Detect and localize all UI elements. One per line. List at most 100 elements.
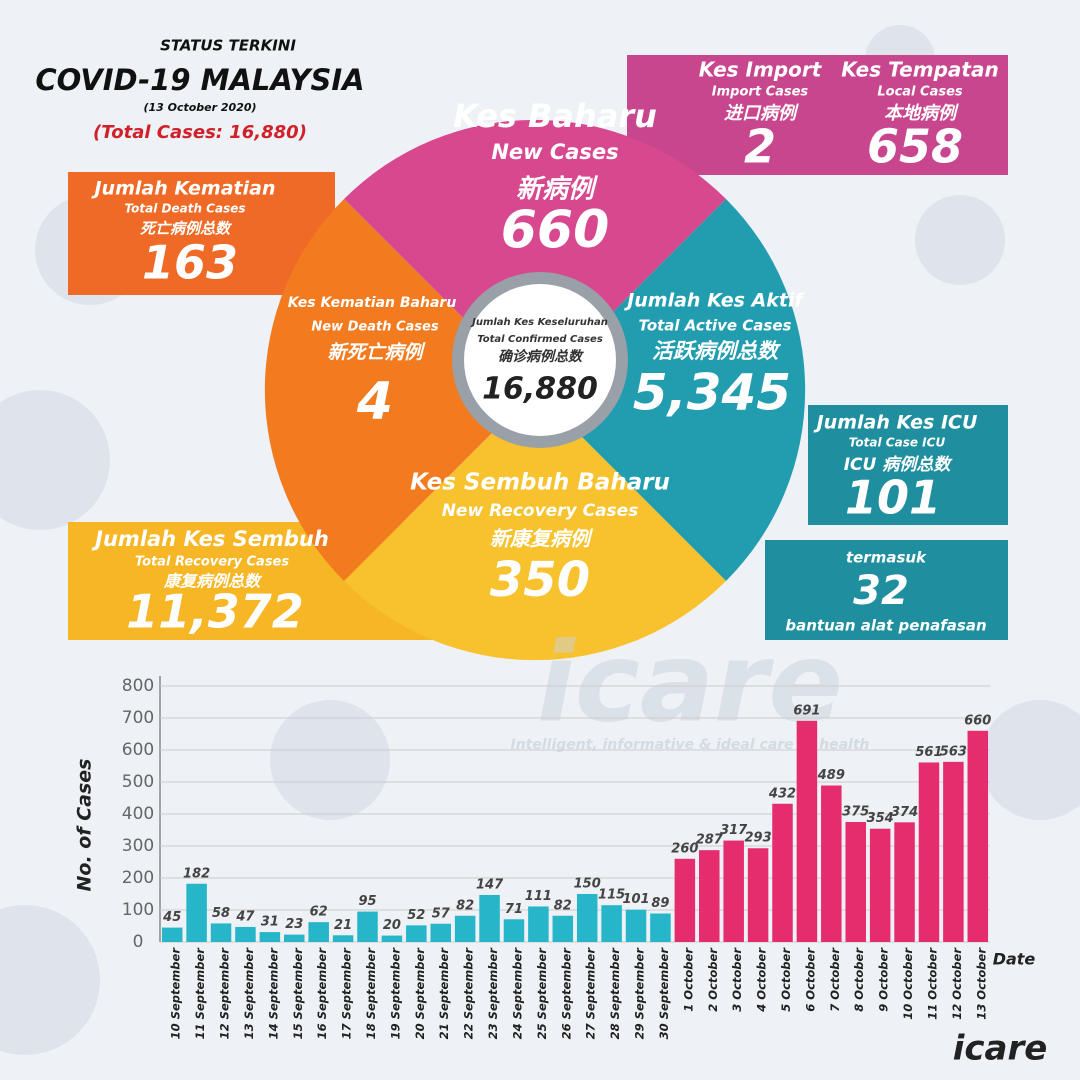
label: Total Confirmed Cases [477,334,603,345]
bar [967,730,989,942]
y-tick-label: 400 [122,804,154,824]
value-label: 82 [554,898,572,913]
x-tick-label: 8 October [852,947,866,1012]
label: 新康复病例 [490,527,594,551]
bar [308,922,329,942]
x-tick-label: 16 September [315,947,329,1040]
x-tick-label: 10 October [901,947,915,1020]
label: New Recovery Cases [442,501,639,521]
value-label: 182 [183,866,210,881]
value: 658 [867,120,963,174]
label: Kes Kematian Baharu [288,295,457,311]
bar [601,905,622,942]
bar [821,785,842,942]
label: 进口病例 [724,103,799,124]
label: bantuan alat penafasan [785,617,986,635]
bar [259,932,281,942]
x-tick-label: 4 October [755,947,769,1013]
label: 活跃病例总数 [652,339,781,363]
pie-new [344,119,726,390]
value-label: 111 [525,889,552,904]
bar [552,915,574,942]
title: COVID-19 MALAYSIA [35,63,364,97]
footer-logo: icare [953,1029,1048,1069]
value-label: 489 [817,768,845,783]
x-tick-label: 11 September [193,947,207,1040]
value-label: 260 [671,841,698,856]
y-tick-label: 700 [122,708,154,728]
bar [430,923,451,942]
y-tick-label: 300 [122,836,154,856]
x-tick-label: 24 September [510,947,524,1040]
status: STATUS TERKINI [160,37,296,55]
value-label: 95 [358,894,376,909]
label: 新病例 [516,175,599,205]
x-tick-label: 14 September [266,947,280,1040]
bar [625,909,647,942]
value-label: 432 [768,786,796,801]
y-tick-label: 100 [122,900,154,920]
y-tick-label: 200 [122,868,154,888]
pie-active [535,199,806,581]
label: Kes Import [699,58,823,82]
bar [332,935,354,942]
label: Jumlah Kematian [90,178,275,200]
x-tick-label: 11 October [925,947,939,1020]
watermark-tagline: Intelligent, informative & ideal care of… [510,737,869,753]
value: 32 [853,568,909,614]
x-tick-label: 12 October [950,947,964,1020]
x-tick-label: 13 September [242,947,256,1040]
label: Kes Tempatan [841,58,998,82]
label: Total Active Cases [639,317,792,335]
bar [674,858,696,942]
value-label: 20 [383,918,401,933]
value: 11,372 [126,585,304,639]
value-label: 52 [407,908,425,923]
value-label: 31 [261,915,279,930]
date: (13 October 2020) [143,101,256,114]
label: Kes Baharu [453,97,657,135]
value: 101 [845,471,941,525]
value-label: 354 [867,811,894,826]
bar [503,919,525,942]
label: New Death Cases [311,320,438,335]
bar [161,927,183,942]
value-label: 287 [696,833,724,848]
x-tick-label: 5 October [779,947,793,1012]
x-tick-label: 18 September [364,947,378,1040]
bar [723,840,744,942]
icu-box [808,405,1008,525]
label: Import Cases [712,85,809,100]
value-label: 115 [598,888,625,903]
value-label: 375 [842,805,869,820]
total: (Total Cases: 16,880) [93,122,307,143]
value-label: 293 [745,831,772,846]
x-tick-label: 6 October [803,947,817,1012]
label: New Cases [491,140,618,164]
y-tick-label: 500 [122,772,154,792]
x-tick-label: 15 September [291,947,305,1040]
bar-chart: 0 100 200 300 400 500 600 700 800 45 10 September 1… [122,676,991,1040]
bar [186,883,207,942]
x-tick-label: 22 September [462,947,476,1040]
value-label: 62 [310,905,328,920]
bar [796,720,818,942]
value-label: 45 [162,910,181,925]
label: Jumlah Kes Keseluruhan [470,317,608,328]
value-label: 563 [940,744,967,759]
label: Local Cases [877,85,963,100]
bar [869,828,891,942]
value-label: 561 [915,745,942,760]
x-tick-label: 27 September [584,947,598,1040]
label: termasuk [846,549,927,567]
bar [528,906,549,942]
death-box [68,172,335,295]
value-label: 691 [793,703,820,718]
label: Total Death Cases [125,202,246,216]
center [464,284,616,436]
value: 5,345 [633,364,791,422]
watermark: icare [537,618,843,746]
x-tick-label: 1 October [681,947,695,1012]
label: Jumlah Kes ICU [813,412,978,434]
x-tick-label: 17 September [340,947,354,1040]
